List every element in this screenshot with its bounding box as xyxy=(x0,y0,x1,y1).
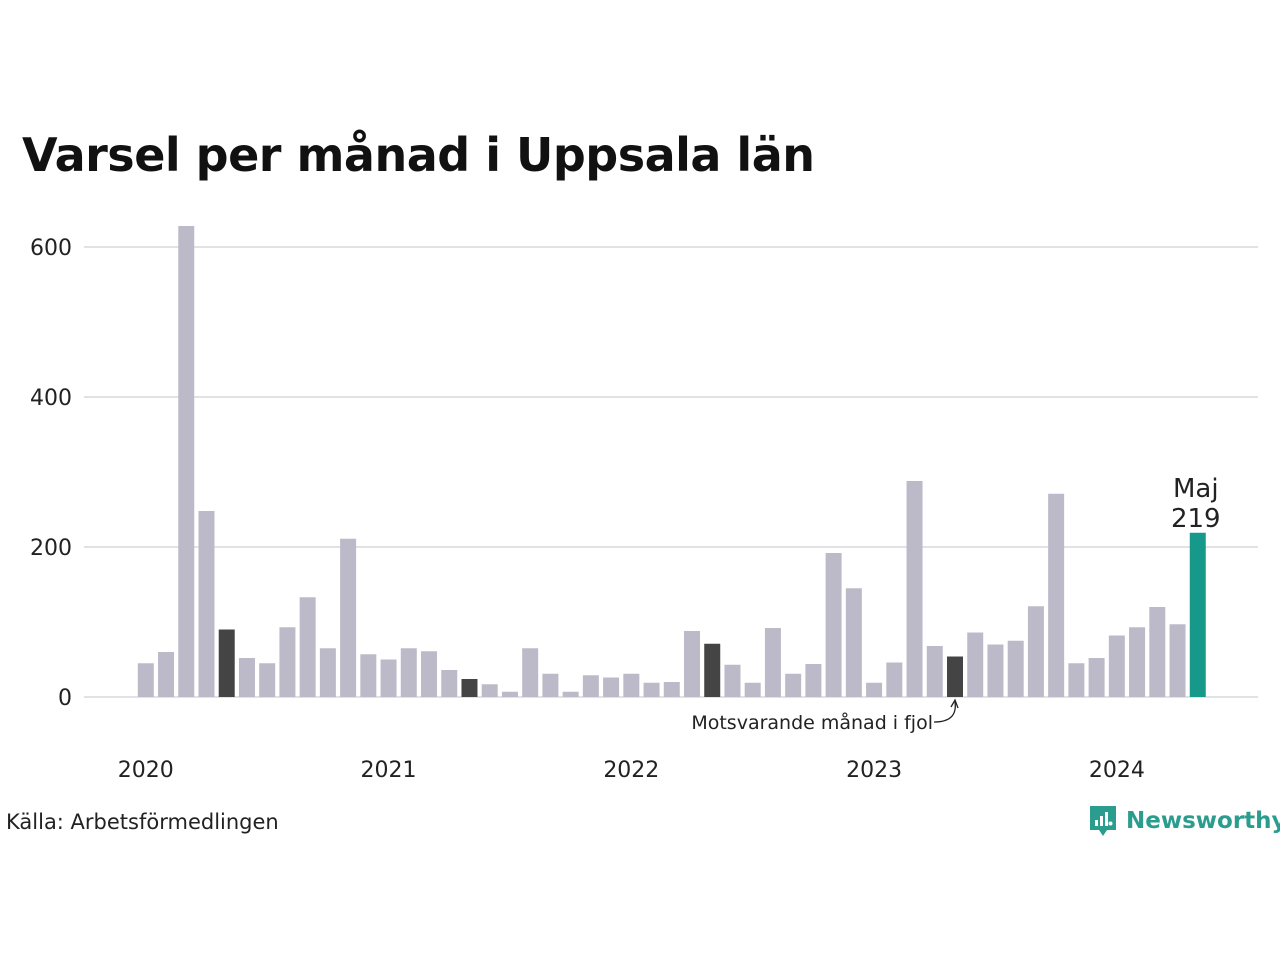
bar-2022-10 xyxy=(805,664,822,697)
bar-2020-09 xyxy=(299,597,316,697)
bar-2023-06 xyxy=(967,632,984,697)
newsworthy-logo-icon xyxy=(1090,806,1116,836)
bar-2021-03 xyxy=(421,651,438,697)
y-tick-label: 0 xyxy=(58,686,72,711)
bar-2021-11 xyxy=(582,675,599,697)
bar-2020-11 xyxy=(340,538,357,697)
bar-2021-02 xyxy=(400,648,417,697)
bar-2022-12 xyxy=(845,588,862,697)
bar-2022-06 xyxy=(724,664,741,697)
bar-2020-01 xyxy=(137,663,154,697)
bar-2022-11 xyxy=(825,553,842,697)
newsworthy-logo: Newsworthy xyxy=(1088,804,1280,838)
bar-2022-02 xyxy=(643,682,660,697)
bar-2021-06 xyxy=(481,684,498,697)
brand-name: Newsworthy xyxy=(1126,808,1280,834)
bar-2020-10 xyxy=(319,648,336,697)
bar-2021-08 xyxy=(522,648,539,697)
bar-2024-04 xyxy=(1169,624,1186,697)
bar-2020-06 xyxy=(238,658,255,697)
bar-2021-04 xyxy=(441,670,458,697)
bar-2023-08 xyxy=(1007,640,1024,697)
x-tick-label: 2024 xyxy=(1089,758,1145,783)
bar-2021-09 xyxy=(542,673,559,697)
annotation-label: Motsvarande månad i fjol xyxy=(691,711,933,734)
y-tick-label: 400 xyxy=(30,386,72,411)
bar-2022-05 xyxy=(704,643,721,697)
bar-2023-12 xyxy=(1088,658,1105,697)
bar-2023-01 xyxy=(866,682,883,697)
bar-2020-04 xyxy=(198,511,215,697)
bar-2023-04 xyxy=(926,646,943,697)
x-tick-label: 2023 xyxy=(846,758,902,783)
x-tick-label: 2021 xyxy=(361,758,417,783)
x-tick-label: 2022 xyxy=(603,758,659,783)
bar-2020-02 xyxy=(158,652,175,697)
bar-2023-09 xyxy=(1027,606,1044,697)
bar-2020-07 xyxy=(259,663,276,697)
bar-2024-05 xyxy=(1189,532,1206,697)
bar-2022-07 xyxy=(744,682,761,697)
bar-2023-10 xyxy=(1048,493,1065,697)
bar-2023-05 xyxy=(947,656,963,697)
bar-2024-02 xyxy=(1129,627,1146,697)
bar-2022-08 xyxy=(764,628,781,697)
bar-2023-07 xyxy=(987,644,1004,697)
chart-title: Varsel per månad i Uppsala län xyxy=(22,128,815,182)
gridlines xyxy=(84,246,1258,698)
bar-2021-05 xyxy=(461,679,478,697)
annotation-arrow xyxy=(933,701,956,723)
bar-2022-03 xyxy=(663,682,680,697)
y-tick-label: 200 xyxy=(30,536,72,561)
annotation-arrowhead xyxy=(950,698,959,709)
x-tick-label: 2020 xyxy=(118,758,174,783)
highlight-value-label: 219 xyxy=(1171,504,1221,534)
bar-2021-07 xyxy=(501,691,518,697)
bar-2024-03 xyxy=(1149,607,1166,697)
bars xyxy=(137,226,1206,697)
bar-2023-02 xyxy=(886,662,903,697)
bar-2020-12 xyxy=(360,654,377,697)
bar-2020-03 xyxy=(178,226,195,697)
bar-2021-12 xyxy=(603,677,620,697)
bar-2022-04 xyxy=(684,631,701,697)
bar-2021-10 xyxy=(562,691,579,697)
bar-2021-01 xyxy=(380,659,397,697)
bar-2020-08 xyxy=(279,627,296,697)
source-note: Källa: Arbetsförmedlingen xyxy=(6,810,279,834)
bar-2022-09 xyxy=(785,673,802,697)
y-tick-label: 600 xyxy=(30,236,72,261)
bar-2023-11 xyxy=(1068,663,1085,697)
highlight-month-label: Maj xyxy=(1173,474,1219,504)
bar-2020-05 xyxy=(218,629,235,697)
bar-2022-01 xyxy=(623,673,640,697)
bar-2024-01 xyxy=(1108,635,1125,697)
bar-2023-03 xyxy=(906,481,923,697)
